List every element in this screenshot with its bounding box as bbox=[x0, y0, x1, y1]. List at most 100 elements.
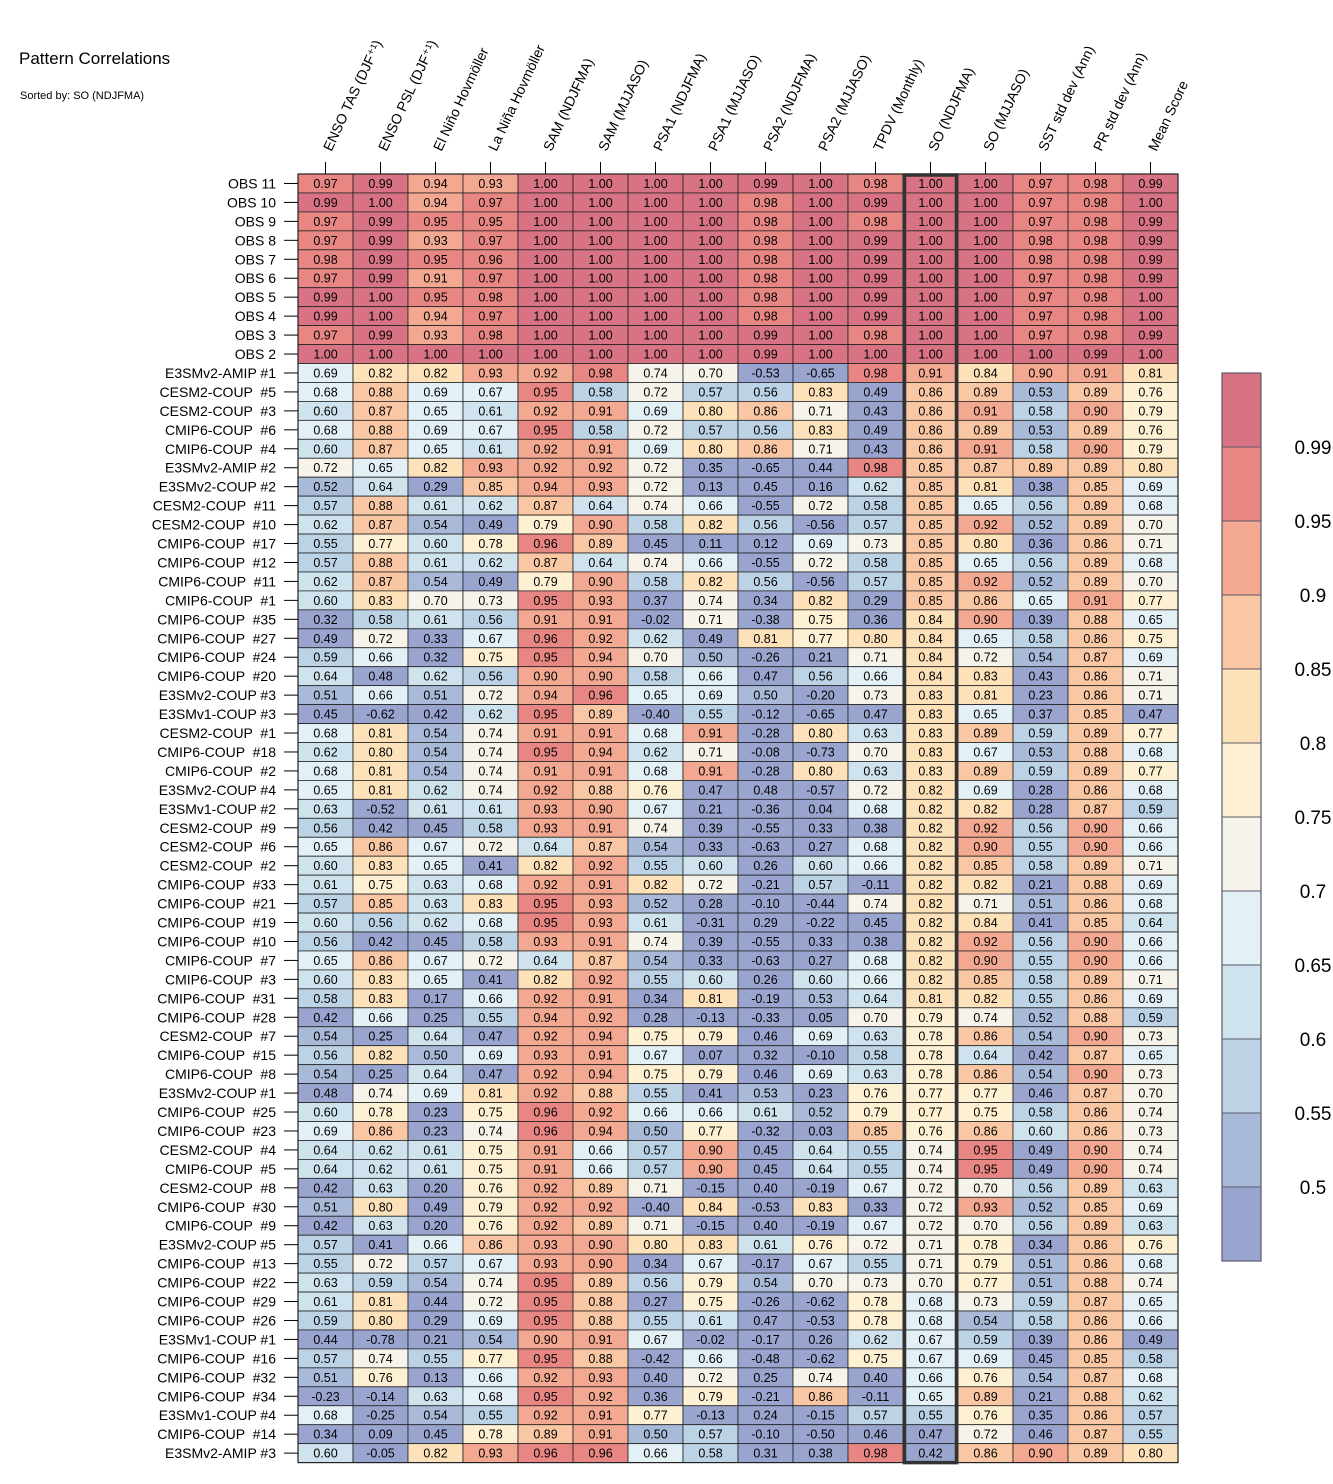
cell-value-label: 0.89 bbox=[1083, 764, 1107, 778]
cell-value-label: 0.82 bbox=[423, 461, 447, 475]
colorbar-segment bbox=[1222, 447, 1261, 521]
cell-value-label: 0.49 bbox=[313, 632, 337, 646]
cell-value-label: 0.98 bbox=[1083, 310, 1107, 324]
cell-value-label: 0.45 bbox=[753, 480, 777, 494]
cell-value-label: 0.32 bbox=[753, 1049, 777, 1063]
cell-value-label: 0.93 bbox=[533, 821, 557, 835]
cell-value-label: 0.57 bbox=[643, 1143, 667, 1157]
cell-value-label: 0.58 bbox=[368, 613, 392, 627]
cell-value-label: 0.93 bbox=[533, 1049, 557, 1063]
cell-value-label: 1.00 bbox=[588, 348, 612, 362]
cell-value-label: 0.65 bbox=[1138, 1295, 1162, 1309]
cell-value-label: 0.60 bbox=[313, 916, 337, 930]
cell-value-label: 1.00 bbox=[643, 196, 667, 210]
cell-value-label: 1.00 bbox=[973, 348, 997, 362]
cell-value-label: 0.76 bbox=[478, 1181, 502, 1195]
colorbar-segment bbox=[1222, 965, 1261, 1039]
row-label: CESM2-COUP #6 bbox=[160, 839, 277, 855]
cell-value-label: 0.55 bbox=[643, 1087, 667, 1101]
cell-value-label: 0.93 bbox=[478, 1447, 502, 1461]
cell-value-label: 0.42 bbox=[313, 1219, 337, 1233]
cell-value-label: 0.85 bbox=[863, 1124, 887, 1138]
cell-value-label: 0.26 bbox=[808, 1333, 832, 1347]
cell-value-label: 0.86 bbox=[1083, 537, 1107, 551]
cell-value-label: 0.68 bbox=[478, 1390, 502, 1404]
cell-value-label: -0.63 bbox=[751, 840, 780, 854]
cell-value-label: 0.77 bbox=[368, 537, 392, 551]
cell-value-label: 0.69 bbox=[1138, 651, 1162, 665]
cell-value-label: 0.83 bbox=[368, 594, 392, 608]
cell-value-label: 0.68 bbox=[863, 954, 887, 968]
cell-value-label: 0.88 bbox=[588, 783, 612, 797]
cell-value-label: 0.82 bbox=[918, 935, 942, 949]
cell-value-label: 0.90 bbox=[1083, 1162, 1107, 1176]
cell-value-label: 1.00 bbox=[533, 215, 557, 229]
cell-value-label: 0.70 bbox=[698, 366, 722, 380]
cell-value-label: 0.91 bbox=[588, 442, 612, 456]
cell-value-label: 0.42 bbox=[423, 708, 447, 722]
cell-value-label: 1.00 bbox=[918, 329, 942, 343]
cell-value-label: 0.98 bbox=[1083, 196, 1107, 210]
cell-value-label: 0.74 bbox=[478, 764, 502, 778]
cell-value-label: -0.73 bbox=[806, 745, 835, 759]
cell-value-label: 0.87 bbox=[368, 575, 392, 589]
cell-value-label: 0.54 bbox=[313, 1068, 337, 1082]
cell-value-label: -0.19 bbox=[806, 1181, 835, 1195]
cell-value-label: 0.86 bbox=[918, 404, 942, 418]
row-label: E3SMv2-COUP #4 bbox=[159, 782, 276, 798]
cell-value-label: 0.99 bbox=[753, 348, 777, 362]
cell-value-label: 0.98 bbox=[1028, 234, 1052, 248]
row-label: CMIP6-COUP #7 bbox=[165, 952, 276, 968]
cell-value-label: 0.65 bbox=[1028, 594, 1052, 608]
cell-value-label: 0.89 bbox=[1083, 859, 1107, 873]
cell-value-label: 0.79 bbox=[533, 575, 557, 589]
colorbar-segment bbox=[1222, 373, 1261, 447]
cell-value-label: 0.84 bbox=[918, 651, 942, 665]
cell-value-label: 0.64 bbox=[423, 1030, 447, 1044]
column-label: PSA2 (NDJFMA) bbox=[760, 51, 819, 154]
cell-value-label: 0.62 bbox=[423, 916, 447, 930]
cell-value-label: 0.80 bbox=[1138, 1447, 1162, 1461]
cell-value-label: -0.21 bbox=[751, 1390, 780, 1404]
cell-value-label: 0.87 bbox=[533, 499, 557, 513]
cell-value-label: 0.49 bbox=[863, 423, 887, 437]
cell-value-label: 0.93 bbox=[533, 802, 557, 816]
cell-value-label: -0.10 bbox=[751, 1428, 780, 1442]
cell-value-label: 0.82 bbox=[973, 992, 997, 1006]
cell-value-label: 0.48 bbox=[368, 670, 392, 684]
cell-value-label: 0.83 bbox=[918, 745, 942, 759]
cell-value-label: 0.77 bbox=[973, 1087, 997, 1101]
cell-value-label: 0.66 bbox=[423, 1238, 447, 1252]
cell-value-label: -0.19 bbox=[751, 992, 780, 1006]
row-label: E3SMv1-COUP #4 bbox=[159, 1407, 276, 1423]
row-label: CMIP6-COUP #2 bbox=[165, 763, 276, 779]
cell-value-label: 0.89 bbox=[588, 537, 612, 551]
cell-value-label: 0.42 bbox=[918, 1447, 942, 1461]
cell-value-label: 0.41 bbox=[478, 973, 502, 987]
cell-value-label: 0.39 bbox=[698, 821, 722, 835]
cell-value-label: 0.66 bbox=[478, 1371, 502, 1385]
cell-value-label: 0.57 bbox=[643, 1162, 667, 1176]
cell-value-label: 0.83 bbox=[918, 689, 942, 703]
cell-value-label: 0.47 bbox=[478, 1068, 502, 1082]
cell-value-label: 0.44 bbox=[423, 1295, 447, 1309]
column-label: SO (MJJASO) bbox=[980, 66, 1032, 153]
cell-value-label: 0.45 bbox=[863, 916, 887, 930]
cell-value-label: 0.72 bbox=[808, 499, 832, 513]
cell-value-label: 0.92 bbox=[533, 404, 557, 418]
cell-value-label: 0.91 bbox=[588, 404, 612, 418]
cell-value-label: 0.89 bbox=[1083, 556, 1107, 570]
cell-value-label: 0.34 bbox=[643, 1257, 667, 1271]
cell-value-label: 0.87 bbox=[1083, 802, 1107, 816]
cell-value-label: 0.77 bbox=[973, 1276, 997, 1290]
cell-value-label: 0.91 bbox=[973, 442, 997, 456]
cell-value-label: 0.67 bbox=[643, 802, 667, 816]
cell-value-label: 1.00 bbox=[973, 177, 997, 191]
cell-value-label: 0.55 bbox=[423, 1352, 447, 1366]
row-label: CMIP6-COUP #15 bbox=[157, 1047, 276, 1063]
cell-value-label: 0.91 bbox=[1083, 594, 1107, 608]
column-label: PSA1 (NDJFMA) bbox=[650, 51, 709, 154]
cell-value-label: 0.97 bbox=[478, 272, 502, 286]
cell-value-label: 0.54 bbox=[423, 745, 447, 759]
cell-value-label: 1.00 bbox=[808, 234, 832, 248]
